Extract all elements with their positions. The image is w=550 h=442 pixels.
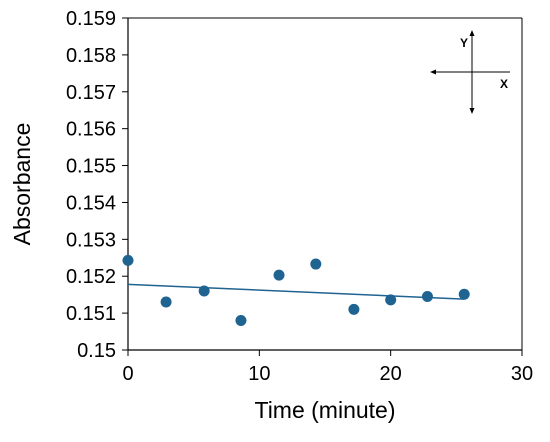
data-point (122, 254, 134, 266)
x-tick-label: 30 (511, 363, 533, 385)
inset-x-arrowhead-left (430, 69, 436, 75)
y-tick-label: 0.154 (66, 192, 116, 214)
data-point (310, 258, 322, 270)
inset-x-label: X (500, 77, 508, 91)
inset-axes-indicator: Y X (430, 30, 510, 114)
data-points (122, 254, 470, 326)
y-tick-label: 0.153 (66, 229, 116, 251)
inset-y-label: Y (460, 36, 468, 50)
x-tick-label: 10 (248, 363, 270, 385)
y-tick-label: 0.151 (66, 303, 116, 325)
y-tick-label: 0.156 (66, 119, 116, 141)
y-axis-title: Absorbance (9, 123, 35, 246)
y-tick-label: 0.152 (66, 266, 116, 288)
data-point (421, 291, 433, 303)
x-ticks: 0 10 20 30 (122, 350, 533, 385)
data-point (273, 269, 285, 281)
y-tick-label: 0.15 (77, 340, 116, 362)
y-tick-label: 0.157 (66, 82, 116, 104)
y-tick-label: 0.158 (66, 45, 116, 67)
y-ticks: 0.15 0.151 0.152 0.153 0.154 0.155 0.156 0.157 0… (66, 8, 128, 362)
data-point (235, 314, 247, 326)
y-tick-label: 0.159 (66, 8, 116, 30)
data-point (385, 294, 397, 306)
data-point (160, 296, 172, 308)
x-tick-label: 0 (122, 363, 133, 385)
linear-trendline (127, 283, 465, 300)
data-point (348, 303, 360, 315)
y-tick-label: 0.155 (66, 156, 116, 178)
inset-y-arrowhead-top (469, 30, 475, 36)
trendline-layer (127, 283, 465, 300)
plot-area (127, 17, 523, 351)
data-point (458, 288, 470, 300)
inset-y-arrowhead-bottom (469, 108, 475, 114)
data-point (198, 285, 210, 297)
x-tick-label: 20 (380, 363, 402, 385)
x-axis-title: Time (minute) (255, 397, 396, 423)
